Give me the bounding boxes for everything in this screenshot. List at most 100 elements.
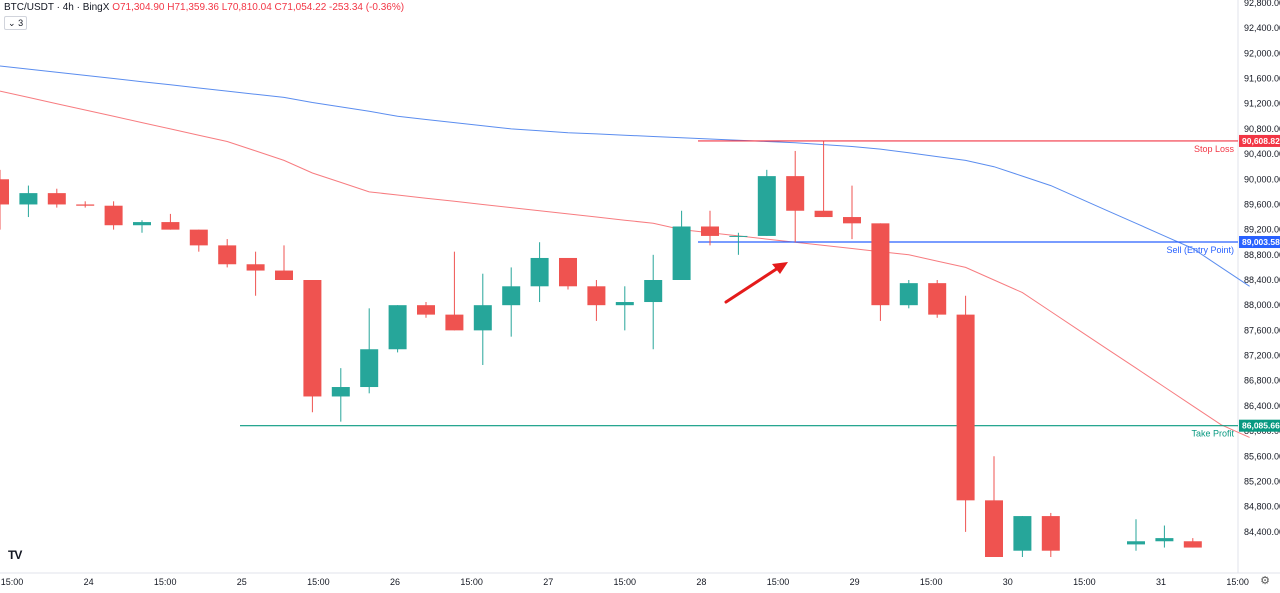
candle-body [246,264,265,271]
ohlc-readout: O71,304.90 H71,359.36 L70,810.04 C71,054… [112,2,405,13]
candle-body [360,349,379,388]
level-price-label: 86,085.66 [1242,421,1280,431]
y-tick-label: 87,600.00 [1244,325,1280,335]
x-tick-label: 26 [390,577,400,587]
x-tick-label: 15:00 [614,577,637,587]
candle-body [388,305,407,350]
candle-body [19,193,38,205]
level-price-label: 90,608.82 [1242,136,1280,146]
candle-body [1041,516,1060,551]
candle-body [786,176,805,211]
annotation-arrowhead [772,262,788,274]
y-tick-label: 91,200.00 [1244,99,1280,109]
indicators-toggle[interactable]: ⌄ 3 [4,16,28,30]
indicator-count: 3 [18,18,24,28]
x-tick-label: 15:00 [920,577,943,587]
gear-icon[interactable]: ⚙ [1260,575,1270,587]
y-tick-label: 86,400.00 [1244,401,1280,411]
x-tick-label: 15:00 [1073,577,1096,587]
ma-fast-line [0,90,1250,438]
y-tick-label: 85,600.00 [1244,451,1280,461]
candle-body [445,314,464,331]
candle-body [0,179,9,205]
y-tick-label: 84,400.00 [1244,527,1280,537]
x-tick-label: 29 [850,577,860,587]
candle-body [1155,538,1174,542]
chart-header: BTC/USDT · 4h · BingX O71,304.90 H71,359… [4,2,404,13]
candle-body [133,222,151,226]
candle-body [331,387,350,397]
level-price-tag [1239,236,1280,249]
chevron-down-icon: ⌄ [8,18,16,28]
x-tick-label: 15:00 [460,577,483,587]
candle-body [47,193,66,205]
candle-body [985,500,1003,557]
level-price-label: 89,003.58 [1242,237,1280,247]
candle-body [956,314,975,501]
candle-body [899,283,918,306]
x-tick-label: 15:00 [154,577,177,587]
y-tick-label: 88,000.00 [1244,300,1280,310]
x-tick-label: 25 [237,577,247,587]
x-tick-label: 28 [696,577,706,587]
candle-body [502,286,521,306]
x-tick-label: 15:00 [1,577,24,587]
candle-body [189,229,208,246]
candle-body [218,245,237,265]
x-tick-label: 15:00 [1226,577,1249,587]
candle-body [1127,541,1145,545]
x-tick-label: 31 [1156,577,1166,587]
candle-body [871,223,890,306]
level-price-tag [1239,419,1280,432]
candle-body [843,217,861,224]
y-tick-label: 90,000.00 [1244,174,1280,184]
candle-body [275,270,293,280]
level-name-label: Stop Loss [1194,144,1235,154]
level-price-tag [1239,134,1280,147]
candle-body [672,226,691,280]
y-tick-label: 84,800.00 [1244,502,1280,512]
x-tick-label: 15:00 [767,577,790,587]
level-name-label: Sell (Entry Point) [1166,245,1234,255]
x-tick-label: 30 [1003,577,1013,587]
candle-body [928,283,947,315]
y-tick-label: 90,400.00 [1244,149,1280,159]
candle-body [615,302,634,306]
candle-body [701,226,719,236]
annotation-arrow [724,266,780,304]
y-tick-label: 91,600.00 [1244,74,1280,84]
candle-body [161,222,180,230]
x-tick-label: 24 [84,577,94,587]
y-tick-label: 87,200.00 [1244,351,1280,361]
y-tick-label: 88,400.00 [1244,275,1280,285]
candle-body [530,257,549,287]
symbol-label[interactable]: BTC/USDT · 4h · BingX [4,2,110,13]
candle-body [303,280,322,397]
candle-body [757,176,776,236]
y-tick-label: 92,000.00 [1244,48,1280,58]
candle-body [729,235,748,237]
y-tick-label: 86,800.00 [1244,376,1280,386]
y-tick-label: 88,800.00 [1244,250,1280,260]
candle-body [104,205,123,226]
candle-body [814,210,833,218]
ma-slow-line [0,65,1250,287]
x-tick-label: 27 [543,577,553,587]
candle-body [76,204,95,206]
y-tick-label: 92,400.00 [1244,23,1280,33]
x-tick-label: 15:00 [307,577,330,587]
y-tick-label: 92,800.00 [1244,0,1280,8]
candle-body [1183,541,1202,548]
y-tick-label: 85,200.00 [1244,476,1280,486]
candle-body [587,286,606,306]
candle-body [559,257,577,287]
candle-body [473,305,492,331]
y-tick-label: 90,800.00 [1244,124,1280,134]
level-name-label: Take Profit [1191,429,1234,439]
y-tick-label: 89,200.00 [1244,225,1280,235]
candle-body [644,280,663,303]
candle-body [417,305,435,315]
candle-body [1013,516,1032,551]
y-tick-label: 89,600.00 [1244,199,1280,209]
